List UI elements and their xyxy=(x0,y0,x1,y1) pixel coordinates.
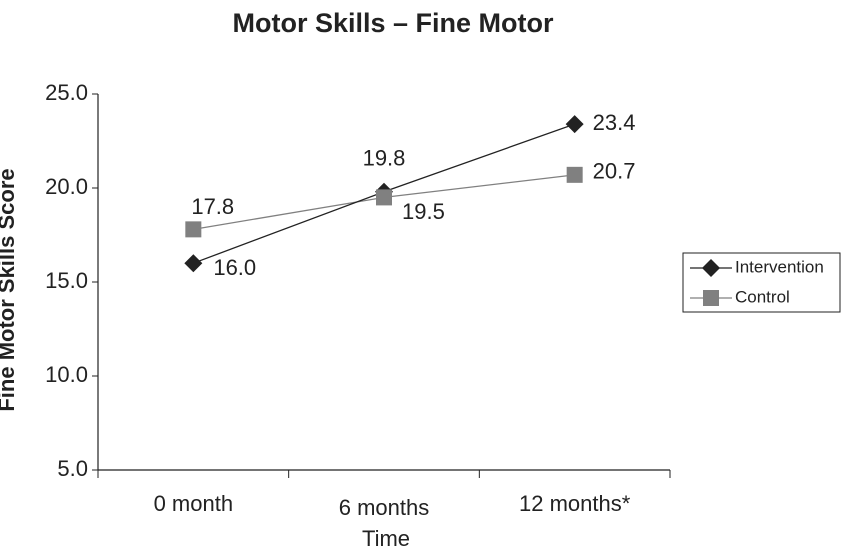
y-tick-label: 20.0 xyxy=(45,174,88,199)
data-point xyxy=(185,221,202,238)
y-tick-label: 10.0 xyxy=(45,362,88,387)
legend-marker xyxy=(703,290,719,306)
data-label: 19.8 xyxy=(363,146,406,171)
x-tick-label: 6 months xyxy=(339,495,430,520)
data-point xyxy=(376,189,392,206)
data-point xyxy=(184,254,203,273)
y-axis-title: Fine Motor Skills Score xyxy=(0,168,19,411)
x-axis-title: Time xyxy=(362,526,410,551)
data-label: 17.8 xyxy=(191,194,234,219)
x-tick-label: 12 months* xyxy=(519,491,631,516)
y-tick-label: 5.0 xyxy=(57,456,88,481)
x-tick-label: 0 month xyxy=(154,491,234,516)
data-label: 20.7 xyxy=(593,159,636,184)
y-tick-label: 25.0 xyxy=(45,80,88,105)
data-point xyxy=(565,115,584,134)
data-point xyxy=(566,166,583,183)
data-label: 23.4 xyxy=(593,110,636,135)
chart-title: Motor Skills – Fine Motor xyxy=(232,8,554,38)
legend-marker xyxy=(702,259,720,277)
data-label: 16.0 xyxy=(213,255,256,280)
legend-label: Intervention xyxy=(735,257,824,276)
y-tick-label: 15.0 xyxy=(45,268,88,293)
data-label: 19.5 xyxy=(402,199,445,224)
legend-label: Control xyxy=(735,287,790,306)
